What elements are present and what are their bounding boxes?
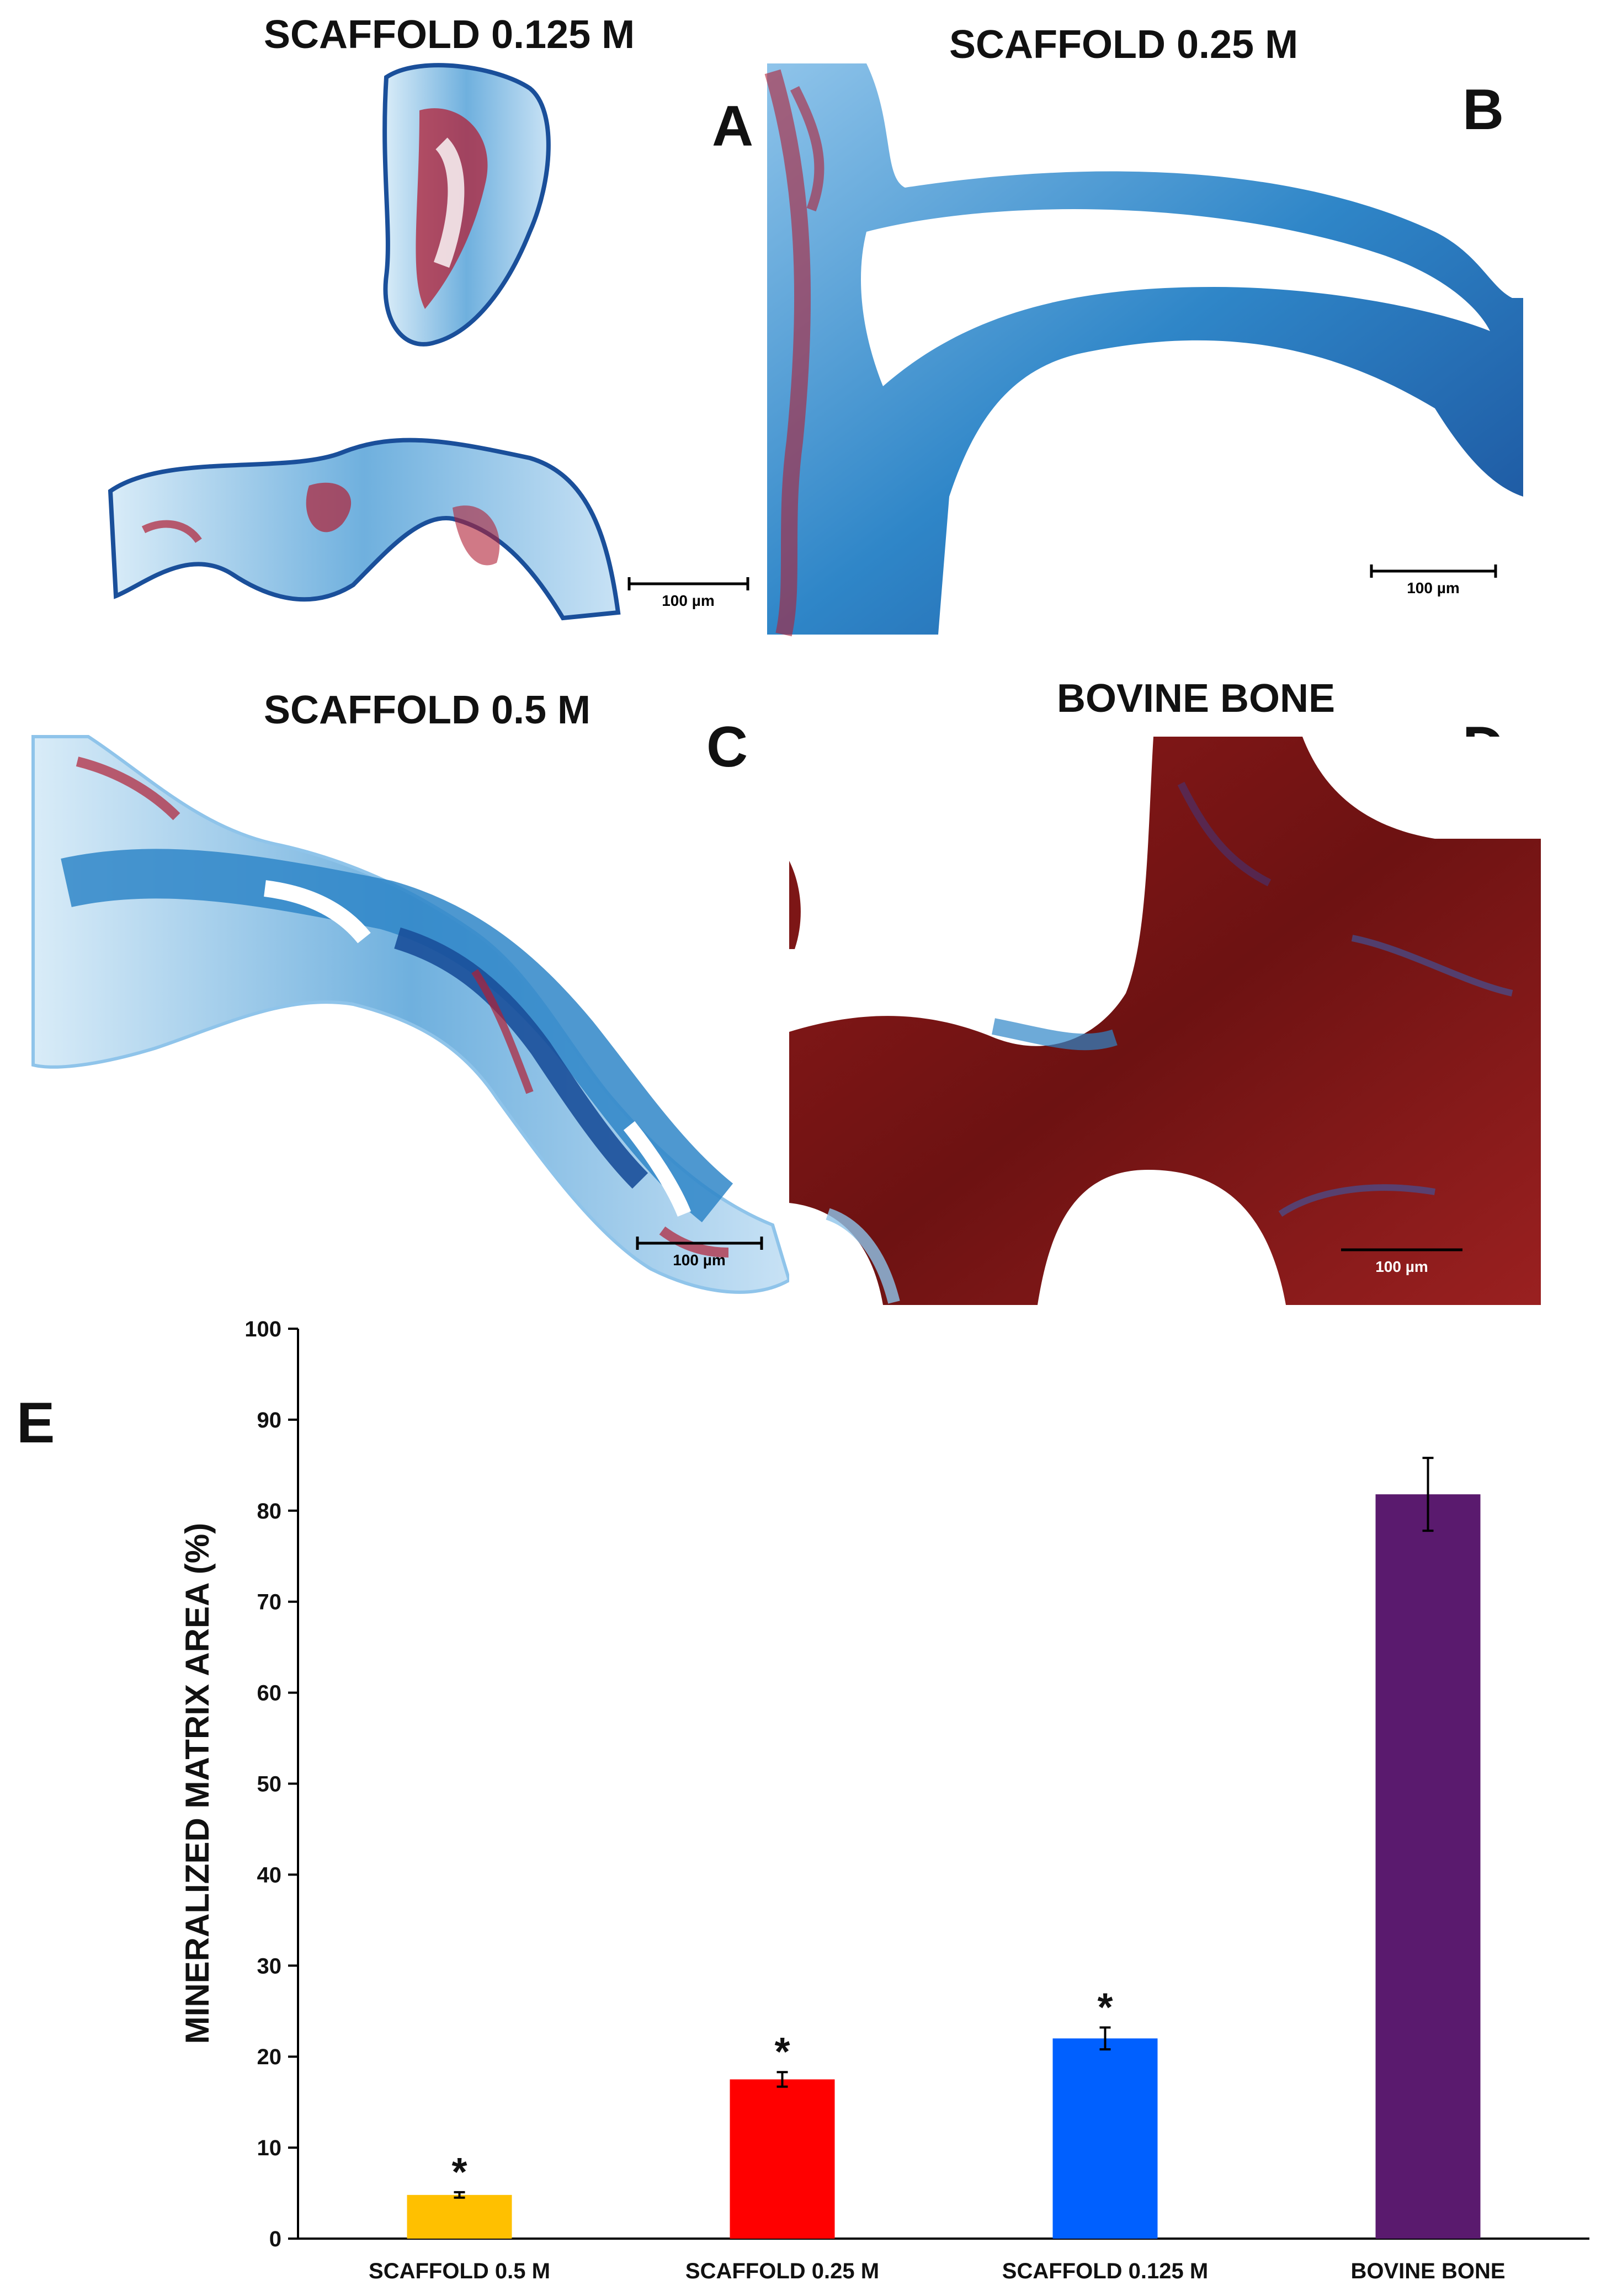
y-tick-label: 10 bbox=[257, 2136, 282, 2160]
y-tick-label: 90 bbox=[257, 1408, 282, 1432]
panel-e-letter: E bbox=[17, 1391, 55, 1455]
bars bbox=[407, 1494, 1481, 2239]
panel-a-title: SCAFFOLD 0.125 M bbox=[264, 13, 635, 57]
panel-a-letter: A bbox=[712, 94, 754, 158]
bar bbox=[1375, 1494, 1481, 2239]
significance-star: * bbox=[1097, 1985, 1113, 2029]
y-tick-label: 40 bbox=[257, 1863, 282, 1887]
panel-c-title: SCAFFOLD 0.5 M bbox=[264, 688, 591, 732]
y-axis-label: MINERALIZED MATRIX AREA (%) bbox=[179, 1523, 216, 2044]
scale-label-a: 100 µm bbox=[662, 592, 715, 609]
y-tick-label: 100 bbox=[244, 1317, 281, 1341]
panel-d-title: BOVINE BONE bbox=[1057, 676, 1336, 721]
x-tick-label: BOVINE BONE bbox=[1350, 2259, 1505, 2283]
panel-b-letter: B bbox=[1462, 78, 1504, 142]
micrograph-c bbox=[31, 735, 791, 1294]
micrograph-b bbox=[764, 63, 1523, 637]
error-bars bbox=[454, 1457, 1434, 2199]
x-ticks: SCAFFOLD 0.5 M SCAFFOLD 0.25 M SCAFFOLD 0.… bbox=[369, 2259, 1505, 2283]
x-tick-label: SCAFFOLD 0.125 M bbox=[1002, 2259, 1208, 2283]
y-tick-label: 50 bbox=[257, 1772, 282, 1797]
scale-label-c: 100 µm bbox=[673, 1251, 726, 1269]
x-tick-label: SCAFFOLD 0.5 M bbox=[369, 2259, 550, 2283]
panel-c-letter: C bbox=[706, 715, 748, 779]
scale-label-b: 100 µm bbox=[1407, 579, 1460, 596]
micrograph-a bbox=[108, 63, 749, 621]
y-tick-label: 30 bbox=[257, 1954, 282, 1978]
bar bbox=[1052, 2038, 1158, 2239]
y-tick-label: 70 bbox=[257, 1590, 282, 1615]
panel-b-title: SCAFFOLD 0.25 M bbox=[949, 23, 1299, 67]
micrograph-d bbox=[789, 737, 1541, 1305]
y-tick-label: 0 bbox=[269, 2227, 281, 2251]
bar bbox=[407, 2194, 512, 2239]
y-ticks: 0 10 20 30 40 50 60 70 80 90 100 bbox=[244, 1317, 298, 2251]
significance-markers: * * * bbox=[451, 1985, 1113, 2194]
scale-label-d: 100 µm bbox=[1375, 1258, 1428, 1275]
y-tick-label: 60 bbox=[257, 1681, 282, 1706]
x-tick-label: SCAFFOLD 0.25 M bbox=[685, 2259, 879, 2283]
bar bbox=[730, 2079, 835, 2239]
y-tick-label: 20 bbox=[257, 2045, 282, 2069]
significance-star: * bbox=[451, 2150, 467, 2194]
significance-star: * bbox=[774, 2030, 790, 2074]
y-tick-label: 80 bbox=[257, 1499, 282, 1523]
